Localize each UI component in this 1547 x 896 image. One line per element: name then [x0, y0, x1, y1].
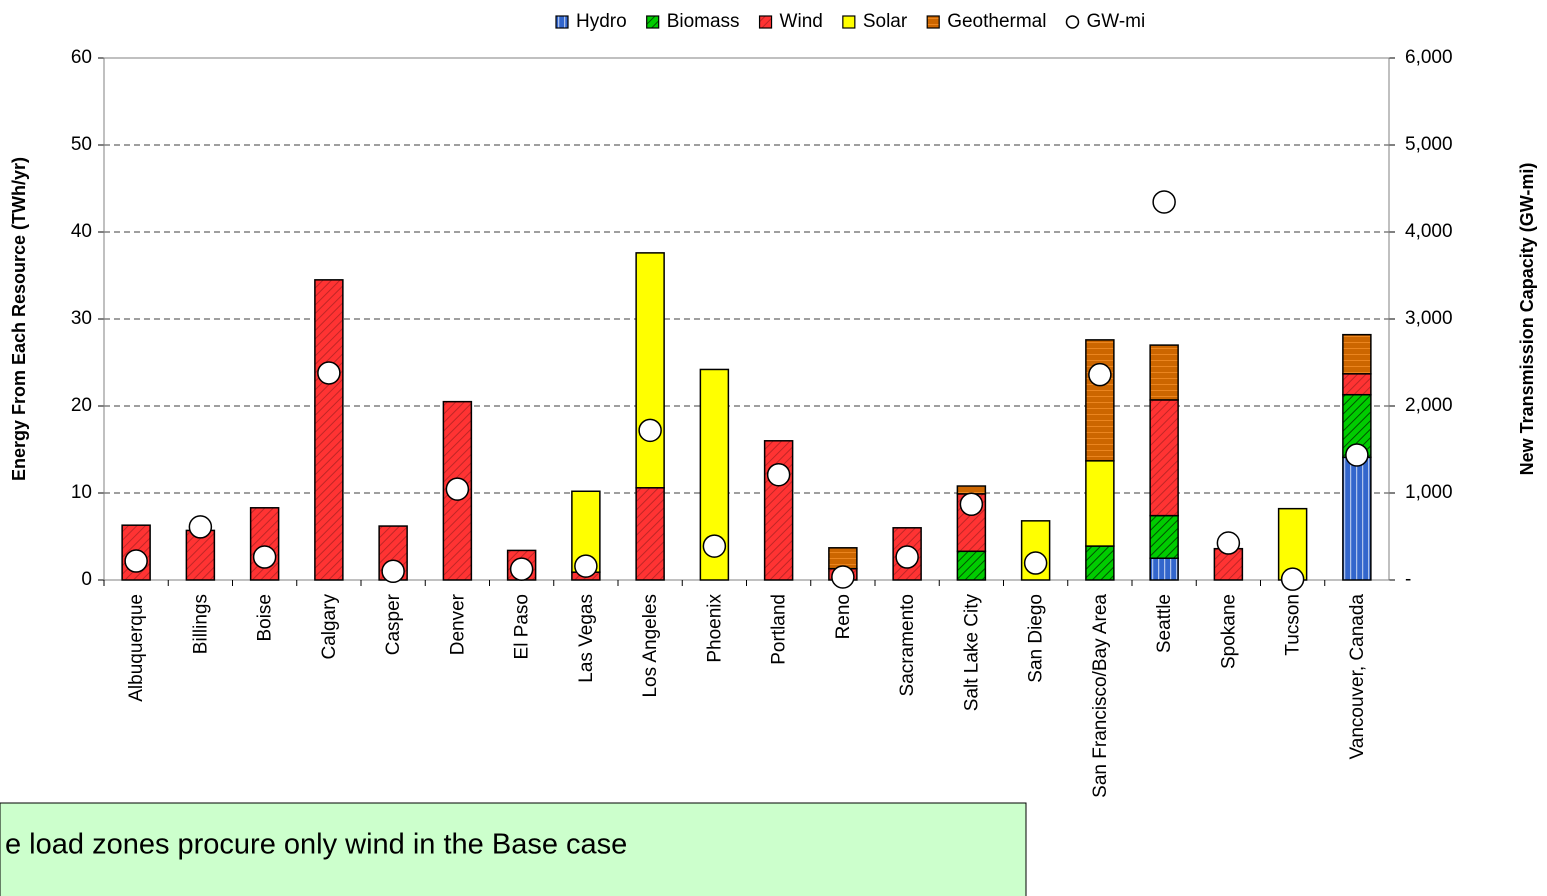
bar-segment	[1149, 399, 1179, 517]
gw-mi-point	[1023, 551, 1048, 575]
y-axis-title: Energy From Each Resource (TWh/yr)	[9, 157, 29, 481]
y-tick-label: 60	[71, 47, 92, 68]
gw-mi-point	[1152, 190, 1176, 214]
x-tick-label: Vancouver, Canada	[1347, 594, 1368, 760]
gw-mi-point	[1088, 362, 1112, 387]
legend-item: Wind	[758, 11, 823, 32]
x-tick-label: Los Angeles	[640, 594, 661, 698]
gw-mi-point	[766, 462, 791, 487]
x-tick-label: Denver	[447, 593, 468, 655]
legend-label: GW-mi	[1086, 11, 1145, 32]
bar-segment	[956, 550, 987, 581]
legend-label: Solar	[863, 11, 908, 32]
x-tick-label: Seattle	[1154, 594, 1175, 653]
x-tick-label: Boise	[255, 594, 276, 642]
legend-item: GW-mi	[1065, 11, 1145, 32]
y-tick-label: 20	[71, 395, 92, 416]
legend-item: Geothermal	[926, 11, 1046, 32]
y-tick-label: 40	[71, 221, 92, 242]
bar-segment	[1342, 456, 1372, 581]
bar-segment	[1085, 545, 1115, 581]
legend-swatch	[646, 15, 660, 29]
legend-swatch	[555, 15, 569, 29]
y2-tick-label: 4,000	[1405, 221, 1453, 242]
bar-segment	[314, 279, 344, 581]
legend-item: Biomass	[646, 11, 740, 32]
x-tick-label: Las Vegas	[576, 594, 597, 683]
gw-mi-point	[1345, 443, 1369, 467]
x-tick-label: Calgary	[319, 594, 340, 660]
bar-segment	[1085, 339, 1115, 462]
x-tick-label: Sacramento	[897, 594, 918, 696]
x-tick-label: San Diego	[1026, 594, 1047, 683]
legend-swatch	[842, 15, 856, 29]
gw-mi-point	[702, 534, 727, 558]
x-tick-label: Salt Lake City	[961, 594, 982, 712]
y2-tick-label: 1,000	[1405, 482, 1453, 503]
legend-swatch	[1065, 15, 1080, 29]
y-tick-label: 0	[81, 569, 92, 590]
bar-segment	[249, 507, 280, 581]
y2-tick-label: 6,000	[1405, 47, 1453, 68]
x-tick-label: Casper	[383, 593, 404, 655]
legend-swatch	[926, 15, 940, 29]
y2-tick-label: -	[1405, 569, 1411, 590]
gw-mi-point	[317, 361, 341, 385]
gw-mi-point	[445, 477, 470, 501]
gw-mi-point	[1216, 531, 1241, 555]
gw-mi-point	[509, 557, 534, 581]
bar-segment	[1149, 514, 1179, 559]
x-tick-label: El Paso	[512, 594, 533, 659]
bar-segment	[635, 252, 665, 489]
y-tick-label: 50	[71, 134, 92, 155]
annotation: e load zones procure only wind in the Ba…	[5, 829, 627, 861]
gw-mi-point	[574, 554, 598, 578]
x-tick-label: Reno	[833, 594, 854, 639]
bar-segment	[1085, 460, 1115, 547]
legend-item: Solar	[842, 11, 908, 32]
gw-mi-point	[831, 565, 855, 589]
gw-mi-point	[124, 549, 148, 573]
gw-mi-point	[895, 545, 919, 569]
gw-mi-point	[959, 492, 984, 517]
bar-segment	[635, 487, 665, 581]
legend-label: Hydro	[576, 11, 627, 32]
x-tick-label: San Francisco/Bay Area	[1090, 594, 1111, 798]
y2-tick-label: 3,000	[1405, 308, 1453, 329]
y2-tick-label: 2,000	[1405, 395, 1453, 416]
gw-mi-point	[1280, 567, 1305, 591]
legend-label: Biomass	[667, 11, 740, 32]
legend-item: Hydro	[555, 11, 627, 32]
bar-segment	[1149, 557, 1179, 581]
gw-mi-point	[381, 559, 405, 584]
x-tick-label: Billings	[190, 594, 211, 654]
x-tick-label: Spokane	[1218, 594, 1239, 669]
bar-segment	[1342, 373, 1372, 396]
bar-segment	[1342, 333, 1372, 375]
bar-segment	[763, 440, 794, 581]
gw-mi-point	[252, 545, 277, 569]
legend-label: Wind	[780, 11, 823, 32]
y-tick-label: 30	[71, 308, 92, 329]
bar-segment	[1149, 344, 1179, 401]
x-tick-label: Portland	[769, 594, 790, 665]
gw-mi-point	[188, 515, 213, 539]
y2-axis-title: New Transmission Capacity (GW-mi)	[1517, 163, 1537, 476]
legend-swatch	[758, 15, 773, 29]
x-tick-label: Tucson	[1283, 594, 1304, 656]
y-tick-label: 10	[71, 482, 92, 503]
gw-mi-point	[638, 418, 662, 443]
x-tick-label: Phoenix	[704, 594, 725, 663]
y2-tick-label: 5,000	[1405, 134, 1453, 155]
x-tick-label: Albuquerque	[126, 594, 147, 702]
annotation-box	[0, 802, 1027, 896]
legend-label: Geothermal	[947, 11, 1046, 32]
